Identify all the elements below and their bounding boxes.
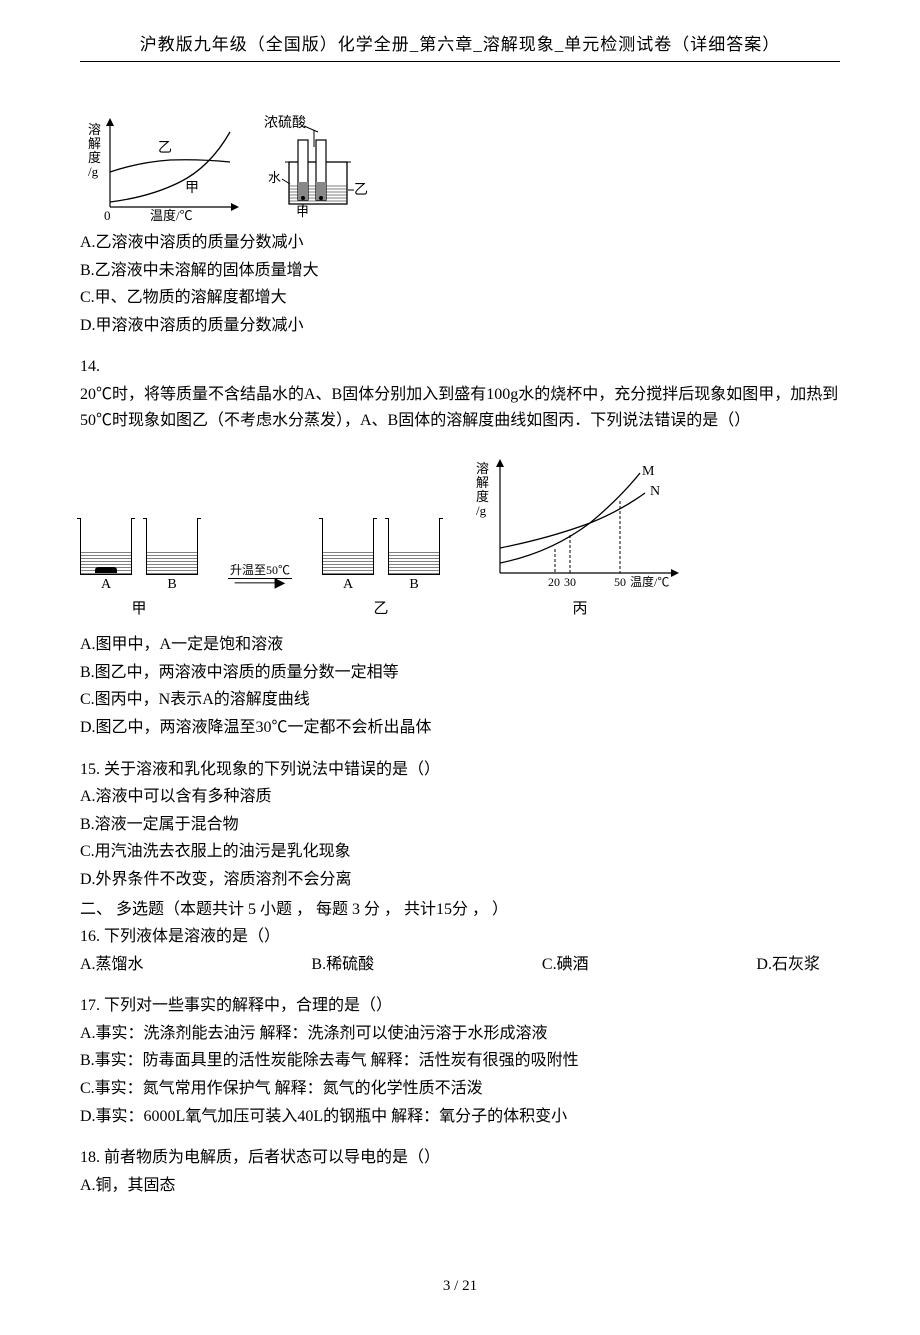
q14-group-yi: A B 乙: [322, 518, 440, 618]
q17-option-c: C.事实：氮气常用作保护气 解释：氮气的化学性质不活泼: [80, 1076, 840, 1102]
group-yi-label: 乙: [374, 597, 389, 618]
q16-stem: 16. 下列液体是溶液的是（）: [80, 924, 840, 950]
q13-option-b: B.乙溶液中未溶解的固体质量增大: [80, 258, 840, 284]
svg-text:乙: 乙: [158, 140, 172, 156]
svg-text:解: 解: [88, 136, 101, 151]
q15-option-c: C.用汽油洗去衣服上的油污是乳化现象: [80, 839, 840, 865]
svg-text:温度/℃: 温度/℃: [630, 574, 669, 589]
svg-text:30: 30: [564, 575, 576, 589]
beaker-b2-label: B: [388, 577, 440, 593]
heating-arrow: 升温至50℃ ────▶: [228, 561, 292, 618]
q15: 15. 关于溶液和乳化现象的下列说法中错误的是（） A.溶液中可以含有多种溶质 …: [80, 757, 840, 893]
svg-text:0: 0: [104, 208, 111, 222]
svg-text:甲: 甲: [185, 181, 199, 196]
svg-text:N: N: [650, 484, 660, 499]
page-footer: 3 / 21: [80, 1278, 840, 1295]
q13-solubility-graph: 溶 解 度 /g 0 温度/℃ 乙 甲: [80, 112, 250, 222]
q17-option-d: D.事实：6000L氧气加压可装入40L的钢瓶中 解释：氧分子的体积变小: [80, 1104, 840, 1130]
beaker-a2: [322, 518, 374, 575]
svg-text:溶: 溶: [88, 122, 101, 137]
q17-option-b: B.事实：防毒面具里的活性炭能除去毒气 解释：活性炭有很强的吸附性: [80, 1048, 840, 1074]
beaker-b1: [146, 518, 198, 575]
q16-option-b: B.稀硫酸: [311, 952, 374, 978]
q15-option-a: A.溶液中可以含有多种溶质: [80, 784, 840, 810]
q15-stem: 15. 关于溶液和乳化现象的下列说法中错误的是（）: [80, 757, 840, 783]
group-jia-label: 甲: [131, 597, 146, 618]
beaker-a1-label: A: [80, 577, 132, 593]
q18: 18. 前者物质为电解质，后者状态可以导电的是（） A.铜，其固态: [80, 1145, 840, 1198]
section-2-header: 二、 多选题（本题共计 5 小题 ， 每题 3 分 ， 共计15分 ， ）: [80, 897, 840, 923]
q14-option-b: B.图乙中，两溶液中溶质的质量分数一定相等: [80, 660, 840, 686]
q14-solubility-graph: 溶 解 度 /g M N 20 30 50 温度/℃: [470, 453, 690, 593]
q17-stem: 17. 下列对一些事实的解释中，合理的是（）: [80, 993, 840, 1019]
q14-option-c: C.图丙中，N表示A的溶解度曲线: [80, 687, 840, 713]
q15-option-d: D.外界条件不改变，溶质溶剂不会分离: [80, 867, 840, 893]
beaker-b1-label: B: [146, 577, 198, 593]
svg-text:水: 水: [268, 170, 281, 185]
q13-apparatus: 浓硫酸 水 甲 乙: [254, 112, 374, 222]
svg-text:/g: /g: [476, 503, 487, 518]
svg-text:温度/℃: 温度/℃: [150, 208, 193, 222]
q14: 14. 20℃时，将等质量不含结晶水的A、B固体分别加入到盛有100g水的烧杯中…: [80, 354, 840, 740]
q14-option-d: D.图乙中，两溶液降温至30℃一定都不会析出晶体: [80, 715, 840, 741]
q13-figure: 溶 解 度 /g 0 温度/℃ 乙 甲 浓硫酸: [80, 112, 840, 222]
svg-text:乙: 乙: [354, 182, 368, 198]
page-header: 沪教版九年级（全国版）化学全册_第六章_溶解现象_单元检测试卷（详细答案）: [80, 30, 840, 62]
svg-text:M: M: [642, 464, 655, 479]
svg-text:浓硫酸: 浓硫酸: [264, 115, 306, 131]
q14-group-jia: A B 甲: [80, 518, 198, 618]
q16-options: A.蒸馏水 B.稀硫酸 C.碘酒 D.石灰浆: [80, 952, 840, 978]
svg-text:20: 20: [548, 575, 560, 589]
q16-option-a: A.蒸馏水: [80, 952, 144, 978]
q18-stem: 18. 前者物质为电解质，后者状态可以导电的是（）: [80, 1145, 840, 1171]
q13-option-d: D.甲溶液中溶质的质量分数减小: [80, 313, 840, 339]
svg-text:度: 度: [476, 489, 489, 504]
q14-group-bing: 溶 解 度 /g M N 20 30 50 温度/℃ 丙: [470, 453, 690, 618]
arrow-icon: ────▶: [235, 575, 285, 592]
svg-text:解: 解: [476, 475, 489, 490]
q17-option-a: A.事实：洗涤剂能去油污 解释：洗涤剂可以使油污溶于水形成溶液: [80, 1021, 840, 1047]
q18-option-a: A.铜，其固态: [80, 1173, 840, 1199]
q17: 17. 下列对一些事实的解释中，合理的是（） A.事实：洗涤剂能去油污 解释：洗…: [80, 993, 840, 1129]
q15-option-b: B.溶液一定属于混合物: [80, 812, 840, 838]
q13-option-a: A.乙溶液中溶质的质量分数减小: [80, 230, 840, 256]
group-bing-label: 丙: [573, 597, 588, 618]
q13-option-c: C.甲、乙物质的溶解度都增大: [80, 285, 840, 311]
beaker-a1: [80, 518, 132, 575]
q14-number: 14.: [80, 354, 840, 380]
svg-text:度: 度: [88, 150, 101, 165]
q16-option-d: D.石灰浆: [756, 952, 820, 978]
q16-option-c: C.碘酒: [542, 952, 589, 978]
q14-stem: 20℃时，将等质量不含结晶水的A、B固体分别加入到盛有100g水的烧杯中，充分搅…: [80, 382, 840, 433]
beaker-a2-label: A: [322, 577, 374, 593]
svg-text:/g: /g: [88, 164, 99, 179]
q14-option-a: A.图甲中，A一定是饱和溶液: [80, 632, 840, 658]
page: 沪教版九年级（全国版）化学全册_第六章_溶解现象_单元检测试卷（详细答案） 溶 …: [0, 0, 920, 1335]
svg-text:溶: 溶: [476, 461, 489, 476]
svg-text:50: 50: [614, 575, 626, 589]
q16: 16. 下列液体是溶液的是（） A.蒸馏水 B.稀硫酸 C.碘酒 D.石灰浆: [80, 924, 840, 977]
beaker-b2: [388, 518, 440, 575]
q14-figure: A B 甲 升温至50℃ ────▶ A: [80, 453, 840, 618]
